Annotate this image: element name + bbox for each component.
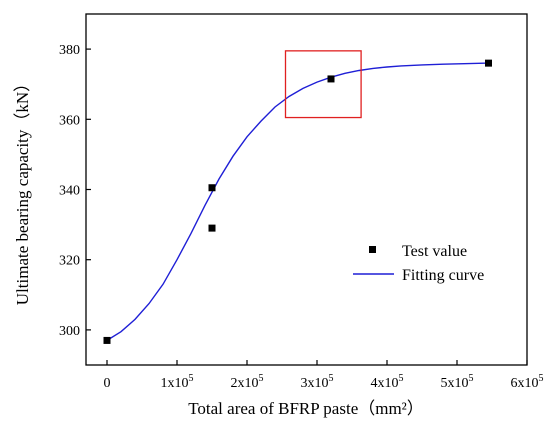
- test-value-point: [208, 224, 216, 232]
- legend-marker-test-value: [369, 246, 376, 253]
- highlight-box-layer: [284, 50, 362, 119]
- x-axis-title: Total area of BFRP paste（mm²）: [188, 399, 424, 418]
- x-tick-label: 2x105: [231, 373, 264, 391]
- x-tick-label: 6x105: [511, 373, 544, 391]
- y-tick-label: 380: [59, 43, 80, 58]
- x-tick-label: 4x105: [371, 373, 404, 391]
- test-value-point: [103, 336, 111, 344]
- legend-label-fitting-curve: Fitting curve: [402, 267, 484, 284]
- x-tick-label: 3x105: [301, 373, 334, 391]
- fitting-curve-line: [106, 62, 489, 341]
- axis-ticks: 0 1x105 2x105 3x105 4x105 5x105 6x105 300 320 340…: [59, 43, 544, 391]
- y-tick-label: 340: [59, 184, 80, 199]
- legend-label-test-value: Test value: [402, 243, 467, 260]
- test-value-point: [208, 184, 216, 192]
- y-axis-title: Ultimate bearing capacity（kN）: [13, 75, 32, 305]
- x-tick-label: 5x105: [441, 373, 474, 391]
- x-tick-label: 0: [104, 376, 111, 391]
- y-tick-label: 320: [59, 254, 80, 269]
- highlight-box: [284, 50, 362, 119]
- test-value-point: [485, 59, 492, 67]
- y-tick-label: 360: [59, 113, 80, 128]
- fitting-curve-layer: [106, 62, 489, 341]
- y-tick-label: 300: [59, 324, 80, 339]
- plot-frame: [85, 13, 528, 366]
- x-tick-label: 1x105: [161, 373, 194, 391]
- test-value-point: [327, 75, 335, 83]
- legend: Test value Fitting curve: [353, 243, 484, 284]
- test-value-layer: [103, 59, 492, 344]
